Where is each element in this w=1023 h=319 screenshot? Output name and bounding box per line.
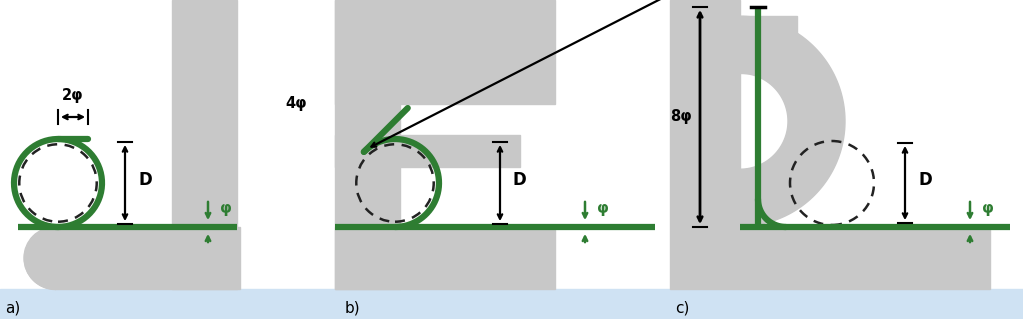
Bar — [335, 227, 555, 289]
Text: c): c) — [675, 300, 690, 315]
Bar — [335, 0, 400, 289]
Bar — [172, 0, 237, 289]
Text: D: D — [918, 171, 932, 189]
Bar — [670, 0, 740, 289]
Bar — [740, 227, 990, 289]
Bar — [335, 135, 520, 167]
Bar — [335, 0, 555, 104]
Text: φ: φ — [982, 202, 994, 217]
Text: 8φ: 8φ — [670, 109, 692, 124]
Wedge shape — [24, 227, 55, 289]
Text: D: D — [513, 171, 527, 189]
Text: a): a) — [5, 300, 20, 315]
Text: b): b) — [345, 300, 361, 315]
Text: 4φ: 4φ — [285, 96, 307, 111]
Text: φ: φ — [220, 202, 232, 217]
Text: φ: φ — [597, 202, 609, 217]
Text: 2φ: 2φ — [62, 88, 84, 103]
Polygon shape — [740, 16, 845, 226]
Bar — [55, 227, 240, 289]
Text: D: D — [138, 171, 151, 189]
Bar — [0, 289, 1023, 319]
Bar — [740, 16, 797, 73]
